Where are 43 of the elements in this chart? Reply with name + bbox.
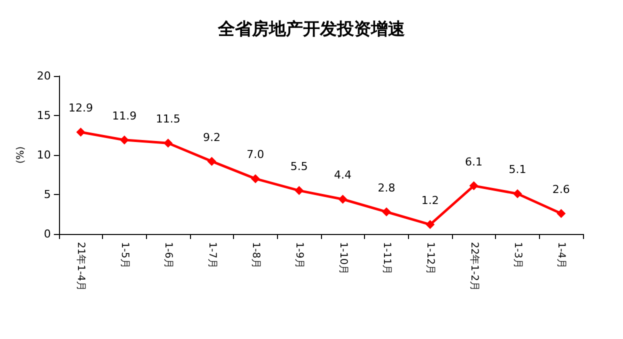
data-label: 7.0 — [246, 148, 264, 162]
point — [120, 135, 129, 144]
data-label: 11.5 — [156, 112, 180, 126]
y-tick-label: 5 — [44, 188, 51, 201]
point — [164, 138, 173, 148]
point — [382, 207, 391, 216]
data-label: 2.6 — [552, 182, 570, 196]
point — [556, 208, 566, 218]
point — [338, 194, 348, 204]
data-label: 6.1 — [465, 155, 483, 168]
chart-title: 全省房地产开发投资增速 — [217, 20, 405, 40]
data-label: 1.2 — [421, 194, 439, 208]
y-tick-label: 0 — [44, 228, 51, 240]
data-label: 12.9 — [68, 102, 93, 115]
y-tick-label: 10 — [36, 148, 51, 162]
x-tick-label: 1-6月 — [162, 242, 174, 268]
y-axis-title: (%) — [16, 146, 26, 164]
data-label: 9.2 — [203, 130, 221, 144]
point — [512, 189, 522, 198]
x-tick-label: 1-10月 — [337, 242, 348, 275]
x-tick-label: 1-9月 — [294, 242, 305, 268]
x-tick-label: 1-11月 — [380, 242, 392, 275]
point — [469, 181, 478, 190]
data-label: 5.5 — [290, 160, 308, 174]
point — [207, 156, 216, 166]
point — [426, 220, 435, 230]
x-tick-label: 21年1-4月 — [75, 242, 88, 292]
y-tick-label: 20 — [36, 70, 51, 82]
data-label: 4.4 — [334, 168, 352, 182]
x-tick-label: 22年1-2月 — [468, 242, 480, 292]
x-tick-label: 1-4月 — [556, 242, 567, 268]
point — [76, 128, 86, 137]
x-tick-label: 1-3月 — [512, 242, 523, 268]
data-label: 2.8 — [378, 181, 396, 194]
data-label: 11.9 — [112, 109, 137, 122]
data-label: 5.1 — [508, 163, 526, 176]
point — [250, 174, 260, 184]
x-tick-label: 1-8月 — [250, 242, 261, 268]
x-tick-label: 1-5月 — [118, 242, 130, 268]
point — [294, 186, 304, 196]
x-tick-label: 1-12月 — [424, 242, 436, 275]
x-tick-label: 1-7月 — [206, 242, 218, 268]
y-tick-label: 15 — [36, 109, 51, 122]
